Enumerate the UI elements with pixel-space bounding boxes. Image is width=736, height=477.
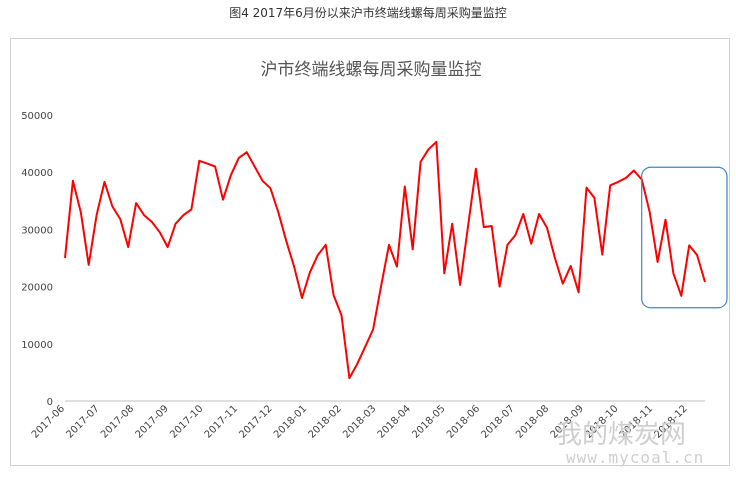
x-tick-label: 2017-11: [203, 403, 240, 440]
y-tick-label: 0: [47, 397, 53, 408]
series-line: [64, 140, 706, 380]
x-tick-label: 2017-10: [168, 403, 205, 440]
x-tick-label: 2017-07: [64, 403, 101, 440]
y-tick-label: 10000: [21, 340, 53, 351]
y-tick-label: 40000: [21, 168, 53, 179]
x-tick-label: 2018-04: [376, 403, 413, 440]
x-tick-label: 2018-05: [410, 403, 447, 440]
x-tick-label: 2018-07: [480, 403, 517, 440]
x-tick-label: 2018-01: [272, 403, 309, 440]
figure-caption: 图4 2017年6月份以来沪市终端线螺每周采购量监控: [229, 6, 507, 20]
x-tick-label: 2018-03: [341, 403, 378, 440]
line-chart: 沪市终端线螺每周采购量监控 0 10000 20000 30000 40000 50000…: [21, 60, 728, 467]
x-tick-label: 2017-08: [99, 403, 136, 440]
chart-frame: 沪市终端线螺每周采购量监控 0 10000 20000 30000 40000 50000…: [10, 38, 730, 467]
x-tick-label: 2017-12: [237, 403, 274, 440]
x-tick-label: 2017-06: [30, 403, 67, 440]
y-tick-label: 50000: [21, 111, 53, 122]
x-tick-label: 2017-09: [134, 403, 171, 440]
chart-title: 沪市终端线螺每周采购量监控: [261, 60, 482, 80]
highlight-box: [641, 166, 728, 309]
x-tick-label: 2018-02: [307, 403, 344, 440]
watermark-url: www.mycoal.cn: [566, 448, 704, 467]
y-tick-label: 30000: [21, 225, 53, 236]
y-axis-labels: 0 10000 20000 30000 40000 50000: [21, 111, 53, 408]
y-tick-label: 20000: [21, 283, 53, 294]
x-tick-label: 2018-08: [514, 403, 551, 440]
x-tick-label: 2018-06: [445, 403, 482, 440]
watermark-cn: 我的煤炭网: [556, 420, 686, 450]
watermark: 我的煤炭网 www.mycoal.cn: [556, 420, 704, 467]
